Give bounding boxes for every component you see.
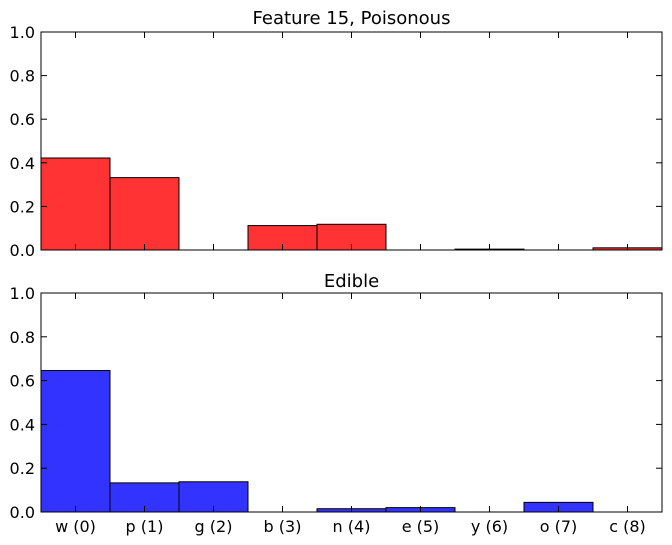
- edible-xtick-label: n (4): [333, 517, 371, 536]
- edible-ytick-label: 0.6: [10, 372, 35, 391]
- poisonous-panel: Feature 15, Poisonous 0.0 0.2 0.4 0.6 0.8 1.0: [10, 8, 663, 260]
- edible-ytick-label: 0.8: [10, 328, 35, 347]
- edible-ytick-label: 0.0: [10, 503, 35, 522]
- poisonous-ytick-label: 0.8: [10, 67, 35, 86]
- poisonous-ytick-label: 0.4: [10, 154, 35, 173]
- edible-xtick-label: y (6): [471, 517, 508, 536]
- edible-xtick-label: o (7): [540, 517, 578, 536]
- edible-plot-frame: [40, 292, 663, 513]
- poisonous-chart-title: Feature 15, Poisonous: [253, 8, 451, 29]
- edible-xtick-label: p (1): [126, 517, 164, 536]
- edible-xtick-label: g (2): [195, 517, 233, 536]
- edible-xtick-label: e (5): [402, 517, 440, 536]
- poisonous-ytick-label: 0.6: [10, 110, 35, 129]
- edible-ytick-label: 0.2: [10, 459, 35, 478]
- poisonous-ytick-label: 1.0: [10, 23, 35, 42]
- edible-ytick-label: 1.0: [10, 284, 35, 303]
- edible-xtick-label: b (3): [264, 517, 302, 536]
- poisonous-bar-1: [109, 177, 180, 251]
- edible-panel: Edible 0.0 0.2 0.4 0.6 0.8 1.0 w (0) p (1) g (2) b…: [10, 271, 663, 536]
- edible-ytick-label: 0.4: [10, 415, 35, 434]
- edible-bar-0: [40, 370, 111, 513]
- poisonous-ytick-label: 0.0: [10, 241, 35, 260]
- edible-xtick-label: c (8): [609, 517, 646, 536]
- poisonous-ytick-label: 0.2: [10, 197, 35, 216]
- poisonous-bar-0: [40, 157, 111, 251]
- edible-xtick-label: w (0): [55, 517, 96, 536]
- edible-chart-title: Edible: [324, 271, 379, 292]
